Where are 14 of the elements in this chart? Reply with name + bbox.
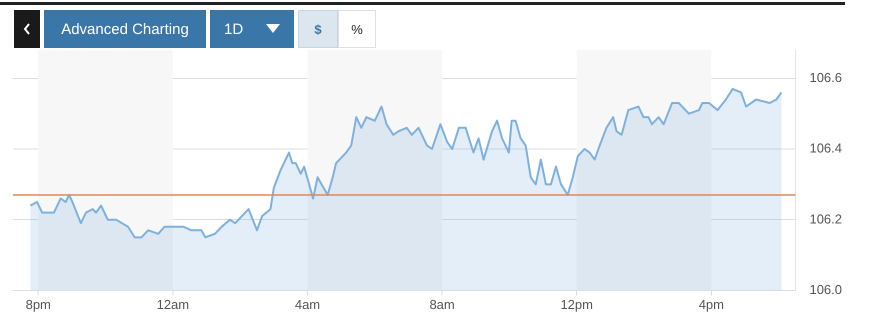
x-tick-label: 12pm xyxy=(560,296,593,312)
text: 1D xyxy=(224,20,244,38)
text: % xyxy=(338,10,376,48)
x-tick-label: 12am xyxy=(156,296,190,312)
y-tick-label: 106.6 xyxy=(809,70,842,85)
x-tick-label: 8am xyxy=(429,296,455,312)
x-tick-label: 4am xyxy=(294,296,320,312)
y-tick-label: 106.2 xyxy=(809,211,842,226)
text: Advanced Charting xyxy=(44,10,206,48)
text: $ xyxy=(298,10,338,48)
y-tick-label: 106.4 xyxy=(809,140,842,156)
x-tick-label: 8pm xyxy=(26,296,51,312)
y-tick-label: 106.0 xyxy=(809,282,842,297)
x-tick-label: 4pm xyxy=(698,296,724,312)
